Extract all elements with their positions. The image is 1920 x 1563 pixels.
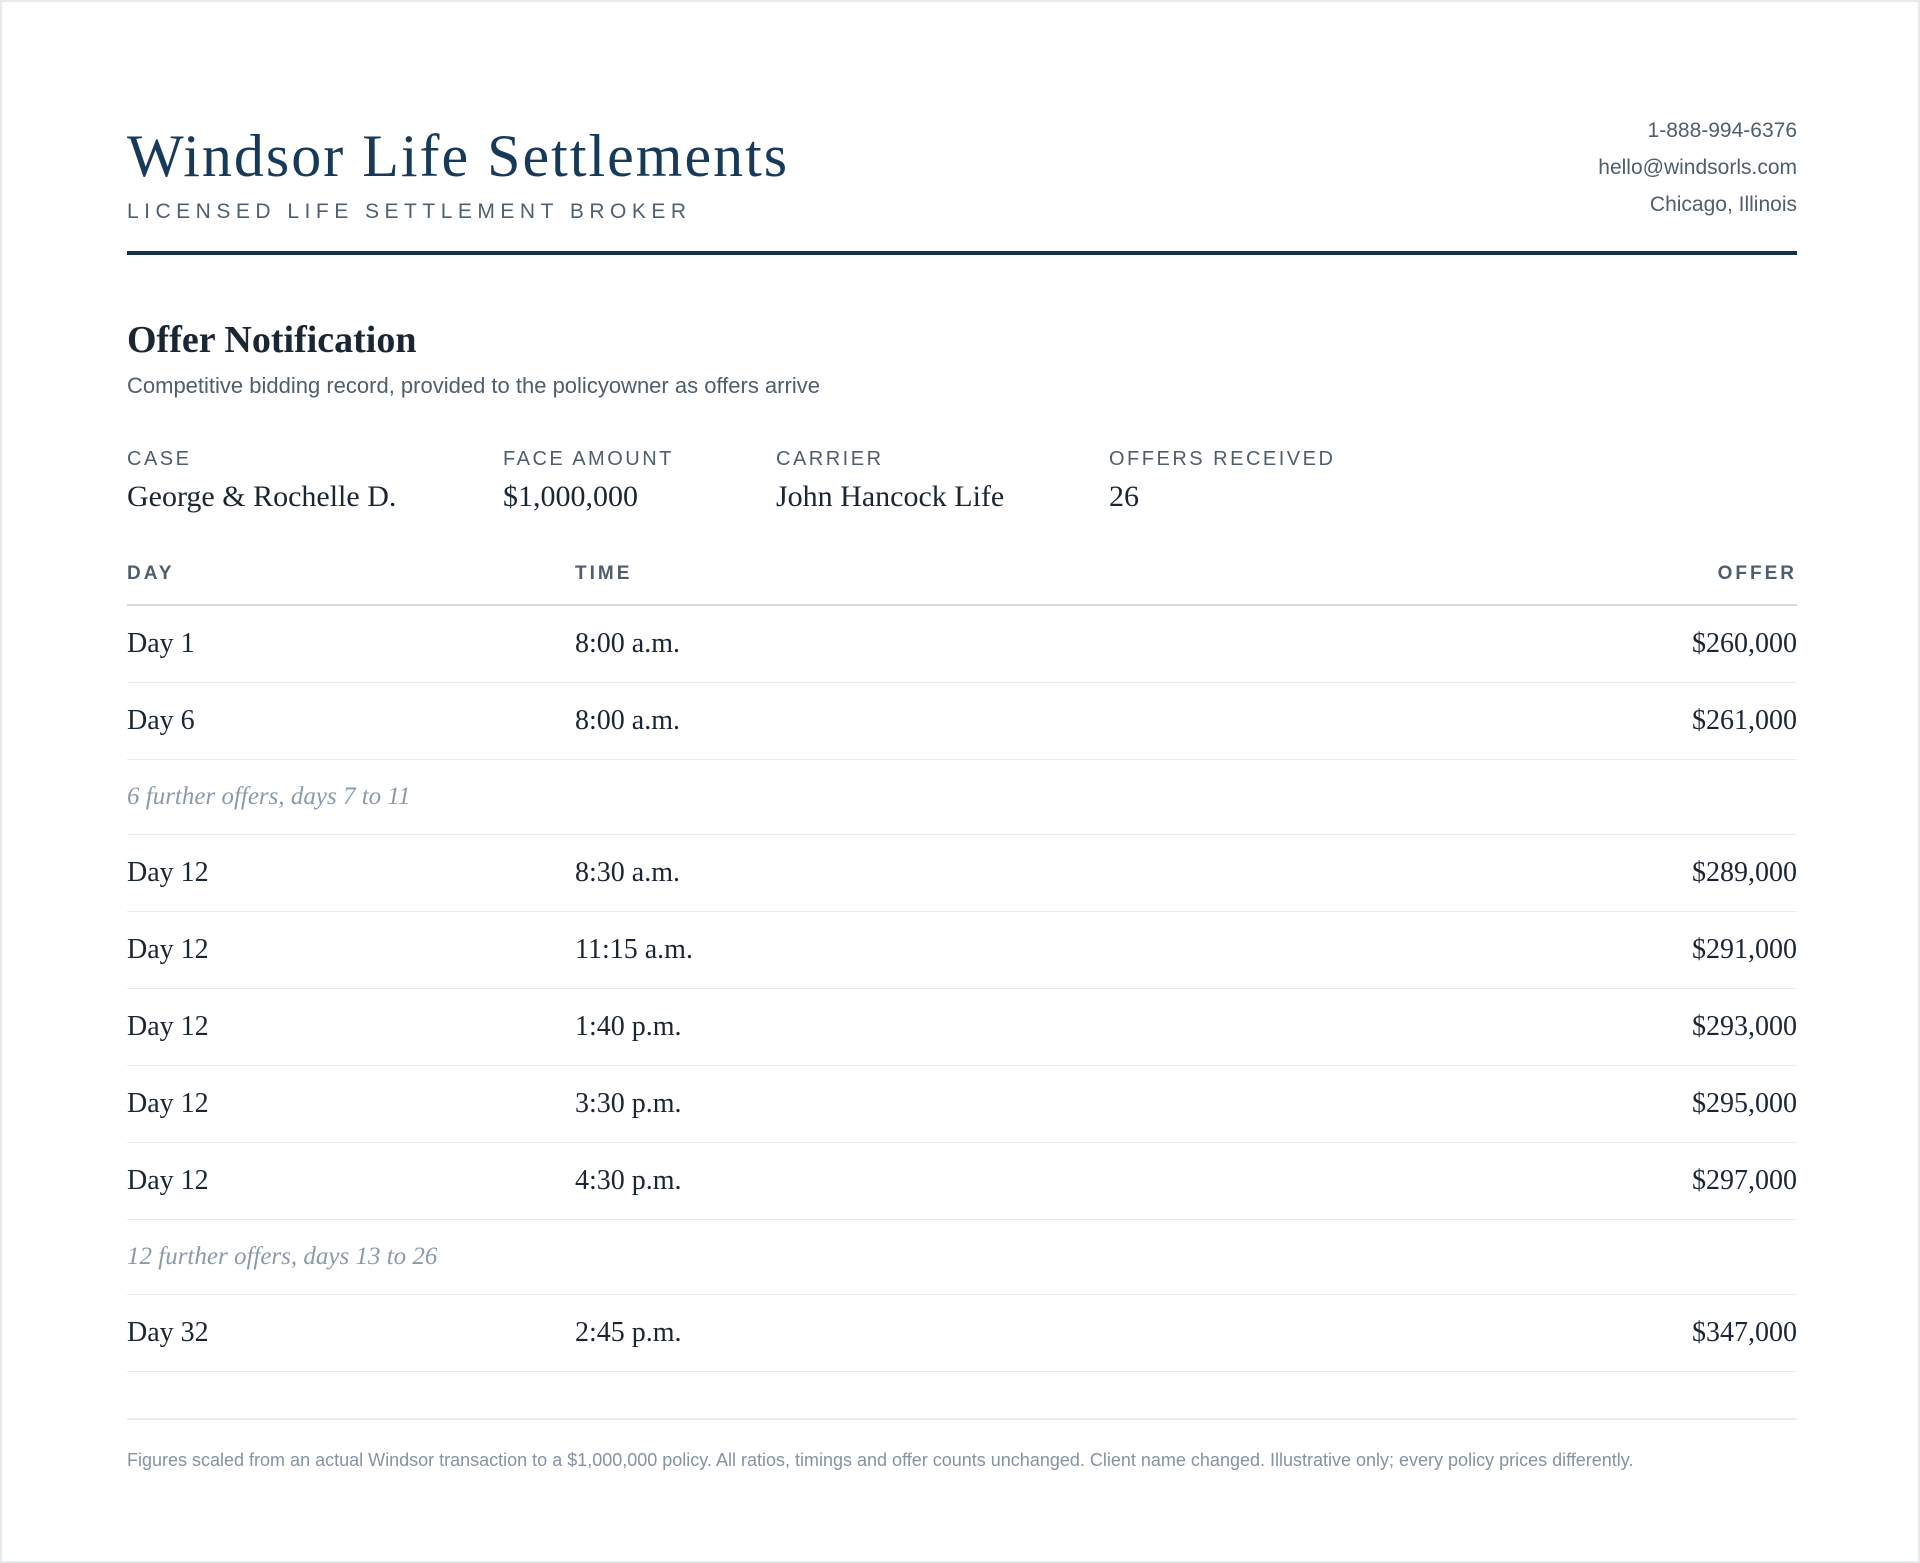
cell-time: 4:30 p.m.	[575, 1165, 682, 1196]
cell-day: Day 12	[127, 1088, 209, 1119]
cell-day: Day 12	[127, 857, 209, 888]
face-amount-value: $1,000,000	[503, 480, 638, 513]
cell-day: Day 12	[127, 1165, 209, 1196]
cell-day: Day 12	[127, 934, 209, 965]
cell-time: 8:00 a.m.	[575, 705, 680, 736]
collapsed-offers-note: 12 further offers, days 13 to 26	[127, 1243, 438, 1270]
cell-offer: $260,000	[1692, 628, 1797, 659]
table-row: Day 12 1:40 p.m. $293,000	[127, 989, 1797, 1066]
cell-time: 8:00 a.m.	[575, 628, 680, 659]
cell-time: 8:30 a.m.	[575, 857, 680, 888]
cell-day: Day 1	[127, 628, 195, 659]
document-content: Windsor Life Settlements LICENSED LIFE S…	[127, 2, 1797, 1470]
case-field: CASE George & Rochelle D.	[127, 447, 396, 515]
offers-received-field: OFFERS RECEIVED 26	[1109, 447, 1335, 515]
contact-location: Chicago, Illinois	[1649, 193, 1797, 216]
carrier-field: CARRIER John Hancock Life	[776, 447, 1004, 515]
carrier-value: John Hancock Life	[776, 480, 1005, 513]
cell-offer: $261,000	[1692, 705, 1797, 736]
cell-offer: $295,000	[1692, 1088, 1797, 1119]
table-header: DAY TIME OFFER	[127, 550, 1797, 606]
case-value: George & Rochelle D.	[127, 480, 397, 513]
offers-received-label: OFFERS RECEIVED	[1109, 448, 1336, 470]
contact-phone[interactable]: 1-888-994-6376	[1647, 119, 1797, 142]
header-offer: OFFER	[1717, 563, 1797, 584]
offers-table: DAY TIME OFFER Day 1 8:00 a.m. $260,000 …	[127, 550, 1797, 1372]
table-row: Day 32 2:45 p.m. $347,000	[127, 1295, 1797, 1372]
cell-offer: $293,000	[1692, 1011, 1797, 1042]
cell-time: 3:30 p.m.	[575, 1088, 682, 1119]
offers-received-value: 26	[1109, 480, 1139, 513]
table-row: Day 12 8:30 a.m. $289,000	[127, 835, 1797, 912]
header-time: TIME	[575, 563, 633, 584]
contact-email[interactable]: hello@windsorls.com	[1598, 156, 1797, 179]
cell-offer: $291,000	[1692, 934, 1797, 965]
collapsed-offers-row: 12 further offers, days 13 to 26	[127, 1220, 1797, 1295]
table-row: Day 1 8:00 a.m. $260,000	[127, 606, 1797, 683]
cell-day: Day 12	[127, 1011, 209, 1042]
cell-day: Day 32	[127, 1317, 209, 1348]
cell-day: Day 6	[127, 705, 195, 736]
header-day: DAY	[127, 563, 175, 584]
footnote: Figures scaled from an actual Windsor tr…	[127, 1418, 1797, 1472]
carrier-label: CARRIER	[776, 448, 884, 470]
cell-time: 1:40 p.m.	[575, 1011, 682, 1042]
contact-block: 1-888-994-6376 hello@windsorls.com Chica…	[1598, 112, 1797, 223]
collapsed-offers-note: 6 further offers, days 7 to 11	[127, 783, 411, 810]
collapsed-offers-row: 6 further offers, days 7 to 11	[127, 760, 1797, 835]
cell-offer: $347,000	[1692, 1317, 1797, 1348]
page-subtitle: Competitive bidding record, provided to …	[127, 373, 820, 398]
table-row: Day 6 8:00 a.m. $261,000	[127, 683, 1797, 760]
page-title: Offer Notification	[127, 319, 417, 361]
brand-name: Windsor Life Settlements	[127, 123, 790, 189]
brand-tagline: LICENSED LIFE SETTLEMENT BROKER	[127, 200, 692, 223]
cell-time: 11:15 a.m.	[575, 934, 693, 965]
letterhead: Windsor Life Settlements LICENSED LIFE S…	[127, 2, 1797, 255]
cell-time: 2:45 p.m.	[575, 1317, 682, 1348]
case-label: CASE	[127, 448, 192, 470]
cell-offer: $289,000	[1692, 857, 1797, 888]
table-row: Day 12 4:30 p.m. $297,000	[127, 1143, 1797, 1220]
face-amount-label: FACE AMOUNT	[503, 448, 674, 470]
face-amount-field: FACE AMOUNT $1,000,000	[503, 447, 674, 515]
case-summary: CASE George & Rochelle D. FACE AMOUNT $1…	[127, 447, 1797, 517]
table-row: Day 12 3:30 p.m. $295,000	[127, 1066, 1797, 1143]
cell-offer: $297,000	[1692, 1165, 1797, 1196]
table-row: Day 12 11:15 a.m. $291,000	[127, 912, 1797, 989]
